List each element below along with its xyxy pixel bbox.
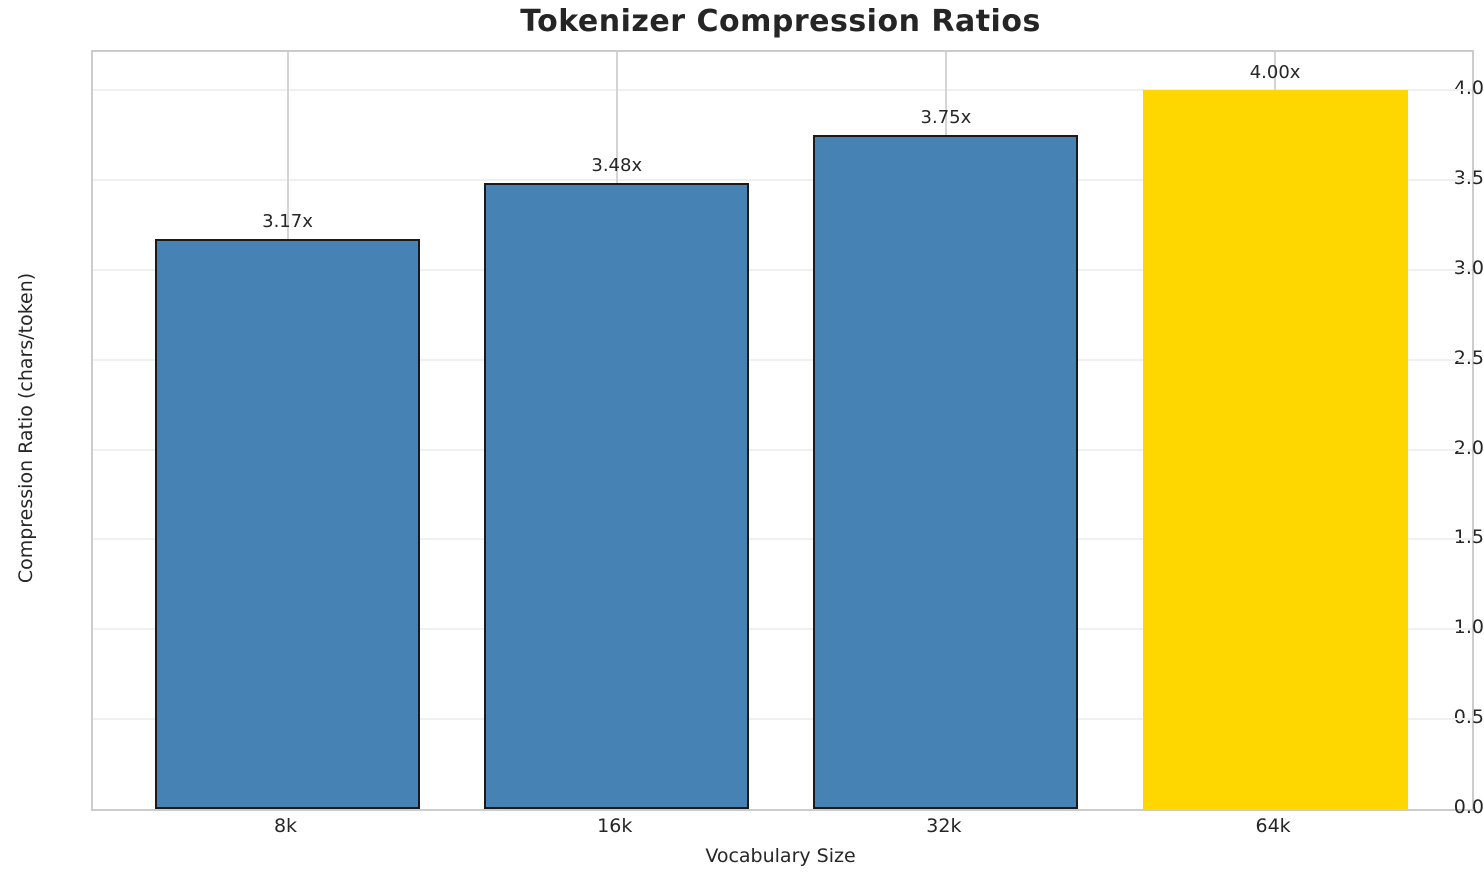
gridline-horizontal — [93, 628, 1472, 631]
y-axis-label: Compression Ratio (chars/token) — [15, 272, 37, 584]
x-tick-label: 8k — [273, 815, 298, 837]
bar-8k — [155, 239, 420, 809]
bar-value-label: 3.17x — [262, 211, 313, 233]
bar-value-label: 4.00x — [1249, 62, 1301, 83]
y-tick-label: 2.5 — [1453, 346, 1484, 369]
gridline-horizontal — [93, 538, 1472, 541]
gridline-horizontal — [93, 448, 1472, 451]
bar-64k — [1142, 90, 1408, 809]
plot-area: 3.17x 3.48x 3.75x 4.00x — [91, 50, 1474, 811]
bar-value-label: 3.75x — [920, 106, 972, 128]
bar-value-label: 3.48x — [591, 155, 643, 177]
y-tick-label: 1.5 — [1453, 526, 1484, 549]
gridline-horizontal — [93, 718, 1472, 721]
x-axis-label: Vocabulary Size — [705, 845, 856, 867]
y-tick-label: 2.0 — [1453, 436, 1484, 459]
y-tick-label: 3.0 — [1453, 256, 1484, 279]
gridline-horizontal — [93, 358, 1472, 361]
gridline-horizontal — [93, 178, 1472, 181]
x-tick-label: 16k — [597, 815, 633, 837]
x-tick-label: 64k — [1255, 815, 1291, 837]
y-tick-label: 0.5 — [1453, 706, 1484, 729]
gridline-horizontal — [93, 89, 1472, 91]
y-tick-label: 4.0 — [1453, 77, 1484, 99]
gridline-horizontal — [93, 268, 1472, 271]
y-tick-label: 0.0 — [1453, 796, 1484, 818]
bar-16k — [484, 183, 750, 809]
y-tick-label: 1.0 — [1453, 616, 1484, 639]
chart-title: Tokenizer Compression Ratios — [520, 4, 1041, 39]
y-tick-label: 3.5 — [1453, 166, 1484, 189]
bar-32k — [813, 134, 1079, 809]
x-tick-label: 32k — [926, 815, 962, 837]
